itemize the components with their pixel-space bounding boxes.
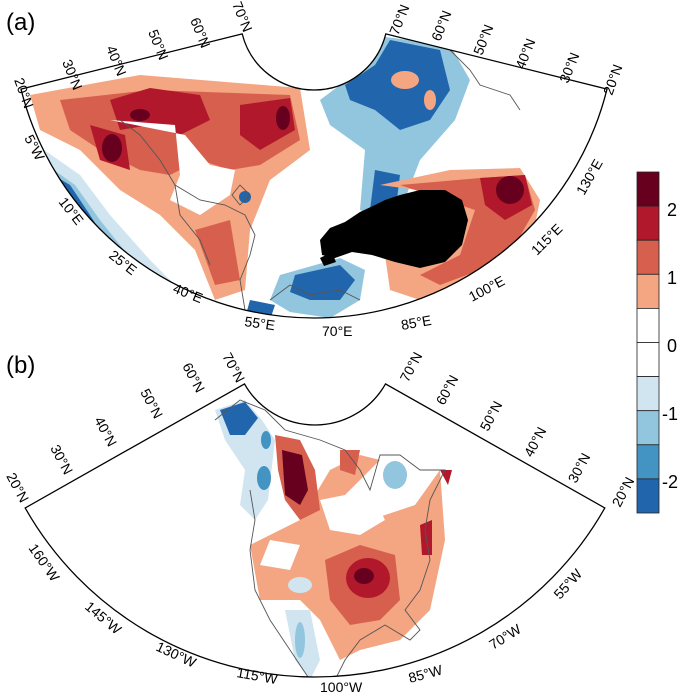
lat-label: 30°N xyxy=(556,50,583,85)
lat-label: 70°N xyxy=(229,0,256,34)
panel-b-frame xyxy=(24,383,606,678)
colorbar-swatch xyxy=(636,171,660,207)
lon-label: 100°E xyxy=(466,273,507,305)
lat-label: 70°N xyxy=(219,350,248,385)
lon-label: 55°E xyxy=(244,313,276,333)
lat-label: 60°N xyxy=(428,8,455,43)
lon-label: 5°W xyxy=(21,132,48,164)
lon-label: 70°W xyxy=(486,620,524,652)
anomaly-caspian-cool xyxy=(239,191,251,203)
lat-label: 50°N xyxy=(137,386,166,421)
colorbar-tick-label: -2 xyxy=(662,472,678,492)
colorbar-swatch xyxy=(636,239,660,275)
panel-a: (a) 20°N xyxy=(6,0,626,339)
lat-label: 40°N xyxy=(512,36,539,71)
panel-a-frame xyxy=(20,33,608,319)
anomaly-dark-3 xyxy=(276,106,290,130)
colorbar-swatch xyxy=(636,307,660,343)
anomaly-siberia-cool2 xyxy=(345,40,450,215)
lat-label: 30°N xyxy=(59,57,86,92)
lat-label: 60°N xyxy=(433,372,462,407)
colorbar-swatch xyxy=(636,273,660,309)
anomaly-europe-warm3 xyxy=(90,88,295,170)
lat-label: 40°N xyxy=(91,414,120,449)
anomaly-sw-cool xyxy=(288,577,312,593)
lon-label: 160°W xyxy=(26,541,64,585)
lon-label: 115°W xyxy=(235,664,279,687)
anomaly-labrador-cool xyxy=(383,461,407,489)
colorbar-swatch xyxy=(636,444,660,480)
anomaly-bc-cool xyxy=(257,466,271,490)
colorbar-tick-label: 0 xyxy=(667,336,677,356)
lon-label: 130°W xyxy=(154,638,200,671)
lat-label: 20°N xyxy=(11,76,37,111)
lat-label: 50°N xyxy=(470,22,497,57)
lon-label: 100°W xyxy=(320,679,363,695)
lat-label: 20°N xyxy=(600,62,626,97)
anomaly-interior-cool xyxy=(260,490,385,570)
anomaly-alaska-cool xyxy=(220,402,258,435)
colorbar xyxy=(636,171,660,514)
colorbar-tick-label: -1 xyxy=(662,404,678,424)
lat-label: 60°N xyxy=(179,360,208,395)
lat-label: 30°N xyxy=(47,442,76,477)
lat-label: 60°N xyxy=(187,15,214,50)
panel-b: (b) 20°N 30°N 40°N 50°N 60°N xyxy=(3,349,637,695)
lon-label: 115°E xyxy=(528,220,566,258)
panel-a-field xyxy=(30,37,540,318)
coastline-b xyxy=(214,399,446,678)
panel-b-label: (b) xyxy=(6,352,35,379)
lat-label: 20°N xyxy=(3,470,32,505)
lat-label: 20°N xyxy=(609,474,638,509)
lon-label: 70°E xyxy=(322,323,353,339)
colorbar-labels: 2 1 0 -1 -2 xyxy=(662,200,678,492)
lon-label: 85°E xyxy=(400,312,433,333)
lon-label: 145°W xyxy=(82,598,125,638)
lat-label: 40°N xyxy=(521,424,550,459)
anomaly-mexico-cool2 xyxy=(295,622,305,658)
anomaly-atlantic-cool xyxy=(30,140,195,305)
masked-region xyxy=(320,190,468,268)
lat-label: 50°N xyxy=(477,398,506,433)
anomaly-us-dark xyxy=(354,568,374,584)
anomaly-eastcoast-warm xyxy=(420,470,452,555)
panel-b-lat-labels: 20°N 30°N 40°N 50°N 60°N 70°N 70°N 60°N … xyxy=(3,349,637,509)
anomaly-siberia-warm2 xyxy=(424,90,436,110)
colorbar-tick-label: 1 xyxy=(667,268,677,288)
colorbar-swatch xyxy=(636,478,660,514)
anomaly-dark-2 xyxy=(130,109,150,121)
lat-label: 70°N xyxy=(386,2,413,37)
panel-b-field xyxy=(214,399,452,678)
colorbar-swatch xyxy=(636,342,660,377)
anomaly-canada-warm2 xyxy=(282,450,308,505)
anomaly-dark-1 xyxy=(102,134,122,162)
anomaly-bc-cool2 xyxy=(261,431,271,449)
colorbar-swatch xyxy=(636,376,660,412)
lon-label: 85°W xyxy=(407,661,445,686)
anomaly-southasia-cool2 xyxy=(245,265,355,318)
lat-label: 30°N xyxy=(565,450,594,485)
lon-label: 55°W xyxy=(550,565,585,602)
colorbar-tick-label: 2 xyxy=(667,200,677,220)
anomaly-siberia-warm xyxy=(391,71,419,89)
lat-label: 40°N xyxy=(103,43,130,78)
anomaly-europe-cool xyxy=(110,120,235,215)
anomaly-eastasia-dark xyxy=(496,176,524,204)
lon-label: 40°E xyxy=(171,280,205,306)
colorbar-swatch xyxy=(636,205,660,241)
lat-label: 70°N xyxy=(397,349,426,384)
colorbar-swatch xyxy=(636,410,660,446)
panel-a-label: (a) xyxy=(6,9,35,36)
